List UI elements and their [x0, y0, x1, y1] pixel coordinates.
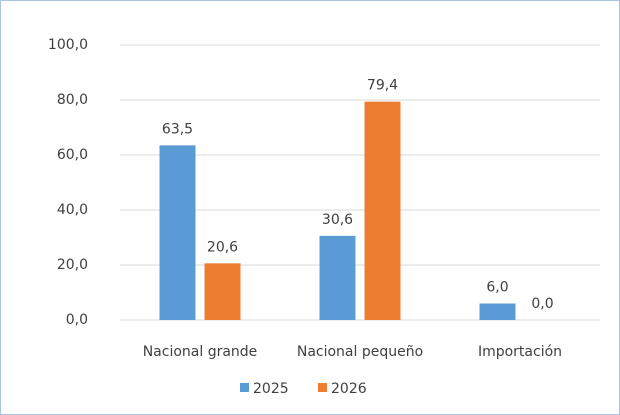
legend-swatch	[240, 383, 249, 392]
y-tick-label: 40,0	[57, 202, 88, 218]
x-tick-label: Nacional pequeño	[297, 344, 423, 360]
y-tick-label: 100,0	[48, 37, 88, 53]
y-tick-label: 20,0	[57, 257, 88, 273]
y-tick-label: 80,0	[57, 92, 88, 108]
x-tick-label: Importación	[478, 344, 562, 360]
data-label: 6,0	[486, 280, 508, 296]
bar	[159, 145, 196, 320]
data-label: 20,6	[207, 239, 238, 255]
bar	[319, 235, 356, 320]
y-tick-label: 0,0	[66, 312, 88, 328]
bar	[204, 263, 241, 320]
data-label: 79,4	[367, 78, 398, 94]
y-tick-label: 60,0	[57, 147, 88, 163]
legend-label: 2025	[253, 381, 289, 397]
legend-label: 2026	[331, 381, 367, 397]
bar	[479, 303, 516, 320]
x-tick-label: Nacional grande	[143, 344, 258, 360]
data-label: 0,0	[531, 296, 553, 312]
bar	[364, 101, 401, 321]
data-label: 63,5	[162, 121, 193, 137]
legend-swatch	[318, 383, 327, 392]
data-label: 30,6	[322, 212, 353, 228]
